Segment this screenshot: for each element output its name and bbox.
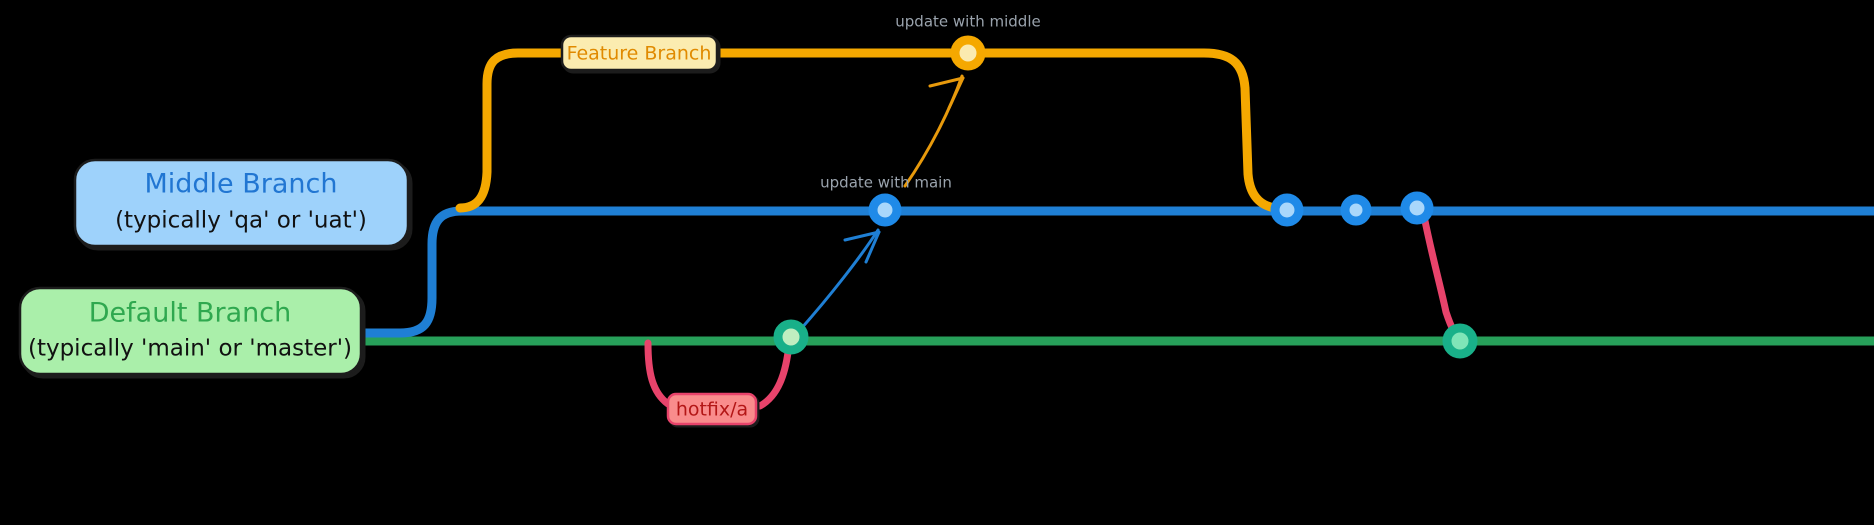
default-hotfix-start-commit[interactable] (773, 319, 809, 355)
feature-merge-commit[interactable] (950, 35, 986, 71)
hotfix-merge-line (1420, 212, 1464, 344)
middle-commit-2[interactable] (1270, 193, 1304, 227)
update-with-main-arrow (798, 228, 881, 332)
annotation-update-with-middle: update with middle (895, 13, 1040, 31)
default-branch-title: Default Branch (89, 298, 291, 329)
middle-branch-line (360, 206, 1874, 338)
default-branch-label[interactable]: Default Branch (typically 'main' or 'mas… (18, 286, 366, 379)
feature-branch-label[interactable]: Feature Branch (560, 34, 721, 74)
update-with-middle-arrow (903, 74, 965, 188)
middle-branch-title: Middle Branch (144, 169, 337, 200)
hotfix-branch-line-left (644, 339, 672, 408)
annotation-update-with-main: update with main (820, 174, 952, 192)
middle-branch-subtitle: (typically 'qa' or 'uat') (115, 208, 367, 234)
hotfix-branch-label[interactable]: hotfix/a (666, 392, 760, 428)
hotfix-branch-label-text: hotfix/a (676, 399, 748, 421)
default-hotfix-merge-commit[interactable] (1442, 323, 1478, 359)
feature-branch-label-text: Feature Branch (567, 43, 712, 65)
default-branch-subtitle: (typically 'main' or 'master') (28, 336, 352, 362)
feature-branch-line (455, 48, 1291, 214)
middle-merge-commit[interactable] (868, 193, 902, 227)
middle-commit-3[interactable] (1340, 194, 1372, 226)
middle-branch-label[interactable]: Middle Branch (typically 'qa' or 'uat') (73, 158, 413, 251)
middle-commit-4[interactable] (1400, 191, 1434, 225)
